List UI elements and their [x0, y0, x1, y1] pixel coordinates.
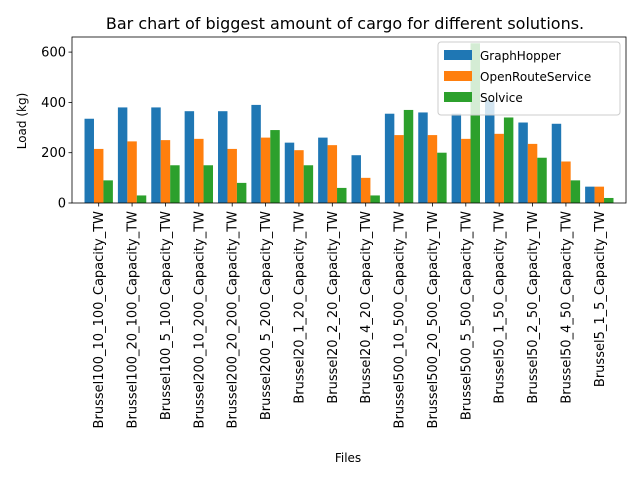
bar-openrouteservice — [494, 133, 504, 203]
x-tick-label: Brussel50_2_50_Capacity_TW — [526, 211, 541, 404]
bar-openrouteservice — [594, 186, 605, 203]
bar-solvice — [337, 187, 347, 203]
x-tick-label: Brussel20_2_20_Capacity_TW — [326, 211, 341, 404]
bar-graphhopper — [418, 112, 428, 203]
bar-graphhopper — [551, 123, 562, 203]
bar-graphhopper — [184, 111, 195, 203]
x-tick-label: Brussel200_20_200_Capacity_TW — [226, 211, 241, 429]
x-tick-label: Brussel500_20_500_Capacity_TW — [426, 211, 441, 429]
x-tick-label: Brussel100_10_100_Capacity_TW — [92, 211, 107, 429]
legend-swatch-solvice — [444, 92, 472, 102]
legend-box — [437, 41, 621, 116]
bar-openrouteservice — [227, 148, 237, 203]
y-tick-label: 400 — [41, 96, 66, 111]
bar-openrouteservice — [561, 161, 571, 203]
bar-solvice — [470, 43, 480, 203]
bar-graphhopper — [351, 155, 361, 203]
bar-solvice — [203, 165, 214, 203]
bar-graphhopper — [218, 111, 228, 203]
x-tick-label: Brussel200_5_200_Capacity_TW — [259, 211, 274, 420]
x-tick-label: Brussel200_10_200_Capacity_TW — [192, 211, 207, 429]
bar-openrouteservice — [194, 138, 204, 203]
bar-openrouteservice — [394, 135, 404, 203]
bar-openrouteservice — [461, 138, 471, 203]
bar-graphhopper — [384, 113, 395, 203]
bar-solvice — [604, 197, 614, 203]
bar-graphhopper — [151, 107, 161, 203]
bar-solvice — [403, 109, 414, 203]
bar-solvice — [136, 195, 147, 203]
bar-graphhopper — [485, 99, 495, 203]
bar-solvice — [503, 117, 514, 203]
legend-label-openrouteservice: OpenRouteService — [480, 70, 591, 84]
plot-area: 0 200 400 600 Brussel100_10_100_Capacity_TW B… — [41, 36, 627, 429]
bar-openrouteservice — [93, 148, 104, 203]
legend-swatch-graphhopper — [444, 50, 472, 60]
bar-solvice — [236, 182, 247, 203]
x-tick-label: Brussel5_1_5_Capacity_TW — [593, 211, 608, 387]
y-axis-label: Load (kg) — [15, 93, 29, 150]
legend-label-graphhopper: GraphHopper — [480, 49, 561, 63]
x-tick-label: Brussel20_1_20_Capacity_TW — [292, 211, 307, 404]
y-tick-label: 200 — [41, 146, 66, 161]
x-tick-label: Brussel100_20_100_Capacity_TW — [126, 211, 141, 429]
bar-openrouteservice — [527, 143, 538, 203]
legend-label-solvice: Solvice — [480, 91, 523, 105]
bar-openrouteservice — [294, 150, 304, 203]
bar-solvice — [370, 195, 380, 203]
x-tick-label: Brussel100_5_100_Capacity_TW — [159, 211, 174, 420]
y-tick-label: 0 — [58, 197, 66, 212]
bar-graphhopper — [518, 122, 528, 203]
bar-solvice — [103, 180, 113, 203]
bar-solvice — [270, 130, 280, 203]
plot-frame — [71, 36, 627, 204]
bar-openrouteservice — [160, 140, 171, 203]
bar-graphhopper — [117, 107, 128, 203]
bar-openrouteservice — [127, 141, 137, 203]
bar-openrouteservice — [327, 145, 338, 203]
legend-swatch-openrouteservice — [444, 71, 472, 81]
y-tick-label: 600 — [41, 46, 66, 61]
bar-graphhopper — [585, 186, 595, 203]
x-tick-label: Brussel20_4_20_Capacity_TW — [359, 211, 374, 404]
bar-openrouteservice — [360, 177, 371, 203]
bar-graphhopper — [84, 118, 94, 203]
x-tick-label: Brussel500_5_500_Capacity_TW — [459, 211, 474, 420]
bar-solvice — [437, 152, 447, 203]
bar-solvice — [170, 165, 180, 203]
x-tick-label: Brussel50_1_50_Capacity_TW — [493, 211, 508, 404]
bar-graphhopper — [251, 104, 261, 203]
x-tick-label: Brussel500_10_500_Capacity_TW — [393, 211, 408, 429]
bar-solvice — [303, 165, 314, 203]
chart-title: Bar chart of biggest amount of cargo for… — [106, 14, 584, 33]
x-axis-label: Files — [335, 451, 361, 465]
bar-graphhopper — [451, 113, 462, 203]
bar-openrouteservice — [427, 135, 438, 203]
bar-graphhopper — [284, 142, 295, 203]
bar-solvice — [570, 180, 581, 203]
bar-openrouteservice — [260, 137, 271, 203]
bar-graphhopper — [318, 137, 328, 203]
bar-solvice — [537, 157, 547, 203]
x-tick-label: Brussel50_4_50_Capacity_TW — [559, 211, 574, 404]
legend: GraphHopper OpenRouteService Solvice — [437, 41, 621, 116]
